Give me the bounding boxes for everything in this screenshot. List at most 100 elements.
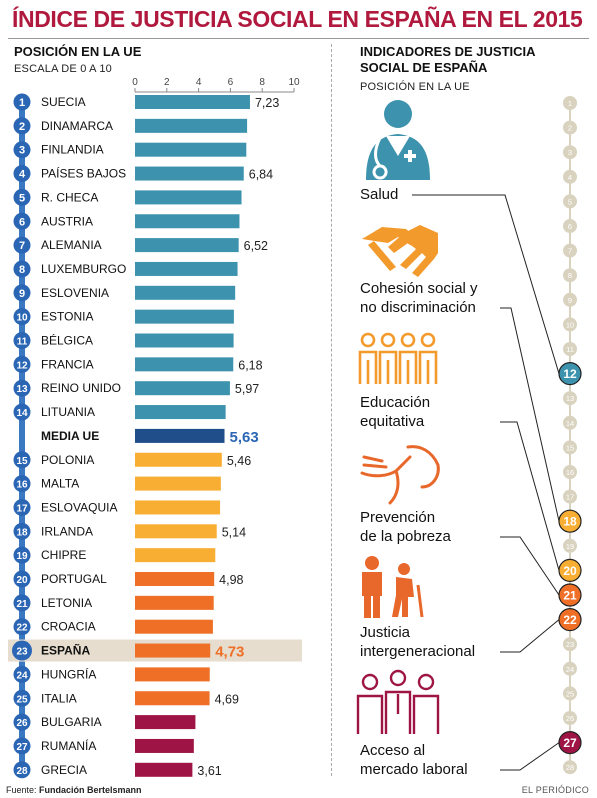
rank-badge: [13, 451, 31, 469]
indicator-label: Salud: [360, 186, 399, 203]
value-label: 5,97: [235, 382, 259, 396]
rank-number: 12: [16, 360, 28, 371]
position-marker-number: 27: [563, 736, 577, 750]
students-icon: [358, 332, 438, 384]
rank-number: 22: [16, 623, 28, 634]
country-label: CROACIA: [41, 620, 96, 634]
doctor-icon: [366, 100, 430, 180]
position-dot: [563, 243, 577, 258]
country-label: FINLANDIA: [41, 143, 104, 157]
rank-badge: [13, 260, 31, 278]
country-label: PAÍSES BAJOS: [41, 166, 126, 181]
rank-number: 24: [16, 670, 28, 681]
x-tick-label: 10: [288, 77, 300, 88]
indicator-connector: [500, 536, 560, 596]
rank-number: 23: [16, 647, 28, 658]
bar: [135, 166, 244, 181]
position-dot-number: 15: [566, 443, 574, 452]
indicator-label: Justicia intergeneracional: [360, 624, 476, 660]
country-label: GRECIA: [41, 763, 87, 777]
rank-badge: [13, 737, 31, 755]
rank-number: 15: [16, 456, 28, 467]
position-dot: [563, 342, 577, 356]
bar: [135, 214, 240, 229]
position-dot-number: 5: [568, 197, 572, 206]
position-dot: [563, 268, 577, 283]
country-label: RUMANÍA: [41, 738, 96, 753]
x-tick-label: 4: [196, 77, 202, 88]
rank-number: 27: [16, 742, 28, 753]
bar: [135, 738, 194, 753]
country-label: BÉLGICA: [41, 333, 93, 348]
bar: [135, 452, 222, 467]
rank-badge: [13, 236, 31, 254]
country-label: AUSTRIA: [41, 214, 93, 228]
country-label: R. CHECA: [41, 190, 98, 204]
rank-badge: [13, 332, 31, 349]
rank-badge: [13, 618, 31, 636]
position-dot: [563, 760, 577, 775]
rank-number: 14: [16, 408, 28, 419]
position-dot: [563, 120, 577, 135]
x-tick-label: 6: [228, 77, 234, 88]
rank-number: 28: [16, 766, 28, 777]
position-dot-number: 13: [566, 394, 574, 403]
country-label: PORTUGAL: [41, 572, 107, 586]
panel-divider: [331, 44, 332, 776]
rank-badge: [13, 141, 31, 159]
bar: [135, 118, 248, 133]
position-dot: [563, 194, 577, 209]
rank-badge: [13, 665, 31, 683]
country-label: BULGARIA: [41, 715, 102, 729]
position-dot-number: 6: [568, 222, 572, 231]
position-dot-number: 9: [568, 296, 572, 305]
position-dot-number: 1: [568, 99, 572, 108]
value-label: 6,52: [244, 239, 268, 253]
position-dot: [563, 292, 577, 307]
bar: [135, 309, 234, 324]
country-label: LUXEMBURGO: [41, 262, 126, 276]
indicator-connector: [500, 307, 560, 522]
rank-number: 6: [19, 216, 25, 228]
bar: [135, 285, 236, 300]
country-label: REINO UNIDO: [41, 381, 121, 395]
bar: [135, 643, 211, 658]
bar: [135, 691, 210, 706]
country-label: HUNGRÍA: [41, 666, 96, 681]
country-label: ESTONIA: [41, 310, 93, 324]
rank-number: 10: [16, 313, 28, 324]
publisher-credit: EL PERIÓDICO: [521, 785, 589, 795]
position-marker-number: 18: [563, 515, 577, 529]
position-dot-number: 2: [568, 124, 572, 133]
indicator-label: Prevención de la pobreza: [360, 509, 451, 545]
position-dot: [563, 711, 577, 725]
position-dot: [563, 169, 577, 184]
position-dot-number: 16: [566, 468, 574, 477]
rank-number: 17: [16, 503, 28, 514]
right-heading-line1: INDICADORES DE JUSTICIA: [360, 44, 536, 59]
indicator-connector: [500, 619, 560, 653]
country-label: MEDIA UE: [41, 429, 99, 443]
position-dot-number: 10: [566, 320, 574, 329]
rank-number: 25: [16, 694, 28, 705]
rank-number: 3: [19, 145, 25, 157]
x-tick-label: 8: [259, 77, 265, 88]
rank-number: 9: [19, 288, 25, 300]
indicator-label: Acceso al mercado laboral: [360, 742, 468, 778]
country-label: IRLANDA: [41, 524, 93, 538]
position-marker-number: 22: [563, 613, 577, 627]
x-tick-label: 0: [132, 77, 138, 88]
indicator-connector: [412, 194, 560, 374]
rank-number: 2: [19, 121, 25, 133]
right-subheading: POSICIÓN EN LA UE: [360, 81, 470, 93]
bar: [135, 381, 230, 396]
rank-badge: [13, 594, 31, 612]
bar: [135, 595, 214, 610]
right-heading-line2: SOCIAL DE ESPAÑA: [360, 60, 488, 75]
helping-hand-icon: [360, 445, 440, 505]
workers-icon: [356, 669, 440, 734]
rank-number: 26: [16, 718, 28, 729]
position-dot: [563, 661, 577, 676]
